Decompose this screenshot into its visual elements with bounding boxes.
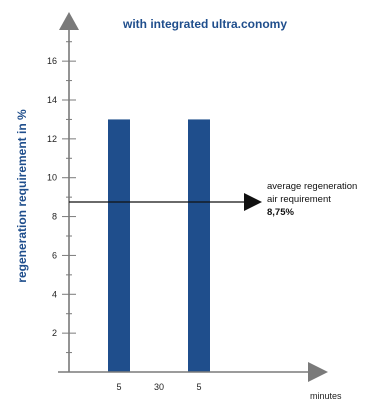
y-tick-label-12: 12 (47, 134, 57, 144)
y-axis-label: regeneration requirement in % (15, 109, 29, 283)
y-tick-label-4: 4 (52, 289, 57, 299)
y-tick-label-16: 16 (47, 56, 57, 66)
average-label-value: 8,75% (267, 207, 294, 218)
x-tick-label-2: 30 (154, 382, 164, 392)
average-label-line-1: average regeneration (267, 181, 357, 192)
x-tick-label-1: 5 (116, 382, 121, 392)
x-tick-label-3: 5 (196, 382, 201, 392)
chart-title: with integrated ultra.conomy (122, 17, 287, 31)
y-tick-label-2: 2 (52, 328, 57, 338)
x-axis-label: minutes (310, 391, 342, 399)
y-tick-label-8: 8 (52, 212, 57, 222)
average-line-arrow (244, 193, 262, 211)
y-axis-ticks: 2 4 6 8 10 12 14 16 (47, 41, 76, 354)
y-tick-label-14: 14 (47, 95, 57, 105)
y-tick-label-6: 6 (52, 250, 57, 260)
y-tick-label-10: 10 (47, 173, 57, 183)
bar-1 (108, 119, 130, 372)
y-axis-arrow (59, 12, 79, 30)
x-axis-arrow (308, 362, 328, 382)
average-label-line-2: air requirement (267, 194, 331, 205)
bar-3 (188, 119, 210, 372)
